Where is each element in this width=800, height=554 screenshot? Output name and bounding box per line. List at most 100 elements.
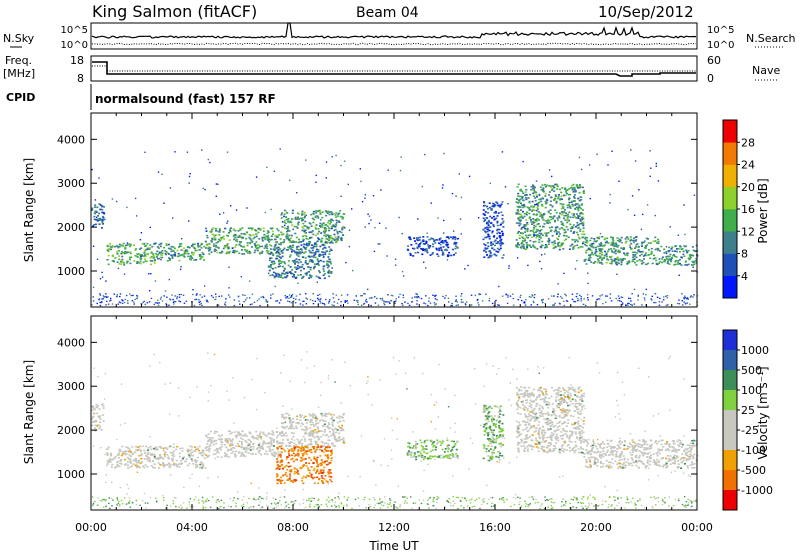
nsky-left-tick-bottom: 10^0 [61,40,88,51]
data-band [91,203,106,229]
noise-scatter [91,148,699,292]
data-band [583,439,699,469]
y-tick-label: 1000 [57,265,85,278]
colorbar-tick-label: 12 [741,225,755,238]
colorbar-tick-label: 16 [741,203,755,216]
ground-scatter [91,293,699,307]
colorbar-swatch [723,490,737,511]
power-frame [90,112,698,308]
velocity-data [91,351,699,510]
data-band [204,227,283,255]
data-band [482,201,505,259]
cpid-text: normalsound (fast) 157 RF [95,92,276,106]
velocity-colorbar: 1000 500 100 25 -25 -100 -500 -1000 [722,329,773,511]
power-colorbar-label: Power [dB] [756,178,770,243]
colorbar-swatch [723,186,737,210]
colorbar-swatch [723,390,737,411]
freq-panel: Freq. [MHz] 18 8 60 0 Nave [3,54,780,85]
power-y-ticks: 1000 2000 3000 4000 [57,133,697,278]
date-label: 10/Sep/2012 [598,3,694,21]
freq-tick-top: 18 [70,54,84,67]
colorbar-swatch [723,120,737,143]
nsky-right-tick-bottom: 10^0 [707,40,734,51]
colorbar-swatch [723,164,737,188]
data-band [406,439,460,461]
freq-trace [92,61,696,77]
colorbar-swatch [723,275,737,299]
y-tick-label: 3000 [57,380,85,393]
velocity-y-ticks: 1000 2000 3000 4000 [57,336,697,481]
data-band [91,403,105,432]
colorbar-tick-label: -25 [741,424,759,437]
y-tick-label: 3000 [57,177,85,190]
nsky-panel: N.Sky 10^5 10^0 10^5 10^0 N.Search [3,22,796,51]
nave-tick-top: 60 [707,54,721,67]
nsky-left-tick-top: 10^5 [61,25,88,36]
colorbar-swatch [723,370,737,391]
y-tick-label: 1000 [57,468,85,481]
time-tick-label: 16:00 [479,521,511,534]
time-tick-label: 04:00 [176,521,208,534]
y-tick-label: 2000 [57,221,85,234]
freq-frame [90,55,698,82]
colorbar-tick-label: 24 [741,159,755,172]
nsearch-label: N.Search [746,32,796,45]
velocity-panel: 1000 2000 3000 4000 Slant Range [km] 1000 50… [22,315,773,553]
colorbar-swatch [723,231,737,254]
colorbar-frame [722,329,738,511]
colorbar-swatch [723,253,737,277]
colorbar-swatch [723,350,737,371]
y-tick-label: 4000 [57,336,85,349]
colorbar-tick-label: 1000 [741,344,769,357]
data-band [275,445,333,485]
ground-scatter [91,496,697,510]
freq-tick-bottom: 8 [77,72,84,85]
velocity-frame [90,315,698,511]
data-band [154,242,206,262]
freq-label: Freq. [5,54,32,67]
colorbar-tick-label: -100 [741,444,766,457]
nave-tick-bottom: 0 [707,72,714,85]
data-band [482,404,505,462]
colorbar-swatch [723,209,737,232]
nsky-frame [90,22,698,50]
beam-label: Beam 04 [356,5,419,21]
freq-unit-label: [MHz] [3,67,35,80]
nsearch-trace [91,42,696,46]
colorbar-tick-label: 8 [741,248,748,261]
data-band [280,412,346,447]
velocity-y-axis-label: Slant Range [km] [22,360,36,464]
nsky-label: N.Sky [3,32,35,45]
time-tick-labels: 00:00 04:00 08:00 12:00 16:00 20:00 00:00 [75,521,713,534]
velocity-colorbar-label: Velocity [m s⁻¹] [756,366,770,459]
power-colorbar: 4 8 12 16 20 24 28 [722,119,755,299]
colorbar-swatch [723,470,737,491]
nsky-trace [91,22,697,39]
data-band [515,386,586,454]
noise-scatter [92,351,692,497]
data-band [106,242,156,266]
data-band [280,209,346,244]
colorbar-tick-label: -500 [741,464,766,477]
time-tick-label: 12:00 [378,521,410,534]
data-band [406,236,459,258]
colorbar-swatch [723,410,737,431]
time-tick-label: 00:00 [75,521,107,534]
data-band [515,183,586,251]
power-data [91,148,699,307]
cpid-label: CPID [6,91,35,104]
colorbar-swatch [723,430,737,451]
station-title: King Salmon (fitACF) [92,2,257,21]
colorbar-tick-label: 100 [741,384,762,397]
data-band [659,244,699,266]
velocity-x-ticks [90,316,698,510]
time-axis-label: Time UT [368,539,419,553]
colorbar-swatch [723,450,737,471]
power-y-axis-label: Slant Range [km] [22,158,36,262]
y-tick-label: 4000 [57,133,85,146]
data-band [106,445,207,469]
data-band [267,242,333,280]
colorbar-tick-label: 20 [741,181,755,194]
power-x-ticks [90,113,698,307]
